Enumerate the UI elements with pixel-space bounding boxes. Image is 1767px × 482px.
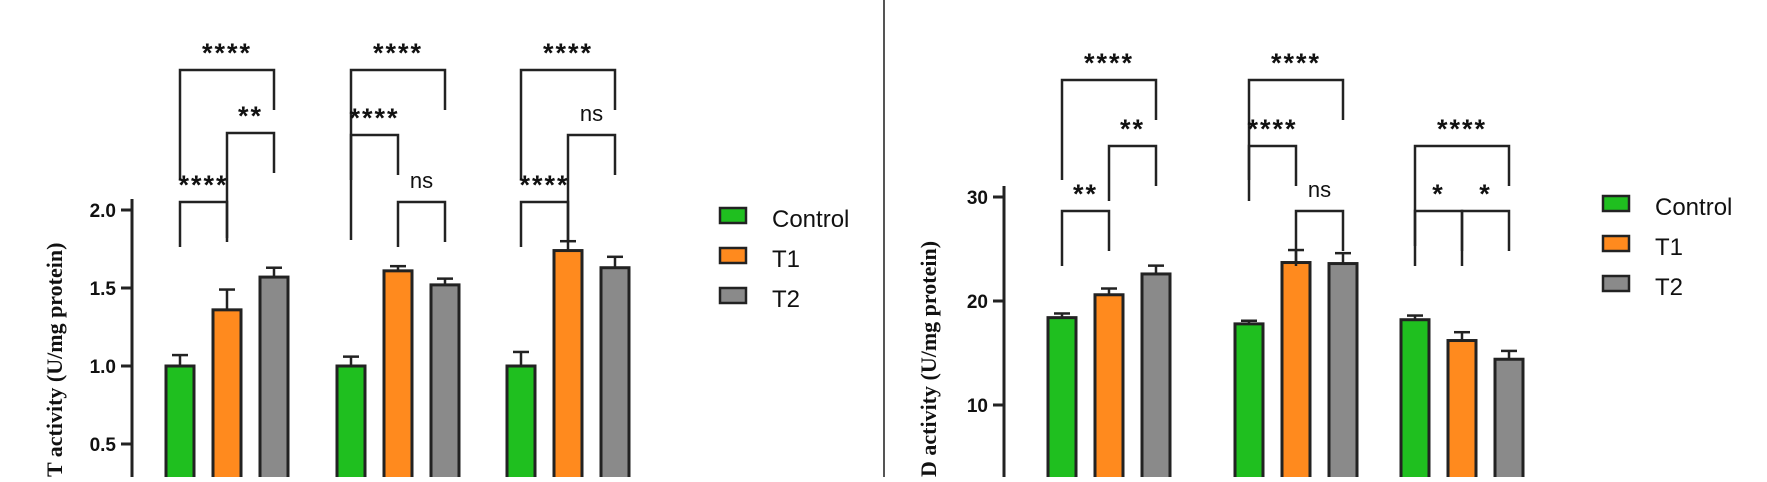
significance-bracket (1060, 209, 1111, 266)
significance-label: ns (580, 101, 603, 126)
y-tick-label: 30 (967, 188, 988, 209)
significance-bracket (519, 68, 617, 180)
bars (1046, 248, 1525, 482)
bar (382, 269, 414, 482)
y-tick-labels: 0.5 1.0 1.5 2.0 (90, 201, 117, 456)
y-axis-label: T activity (U/mg protein) (42, 243, 67, 477)
legend-swatch (718, 286, 748, 305)
legend-swatch (718, 206, 748, 225)
significance-label: **** (178, 170, 228, 200)
bar (1233, 322, 1265, 482)
y-tick-label: 1.0 (90, 357, 116, 378)
bar (1446, 339, 1478, 482)
legend-swatch (1601, 274, 1631, 293)
significance-label: **** (543, 38, 593, 68)
significance-bracket (1413, 209, 1464, 266)
significance-bracket (519, 200, 570, 247)
y-axis (993, 186, 1006, 477)
y-axis-label: D activity (U/mg protein) (916, 241, 941, 477)
bar (1280, 261, 1312, 482)
bar (1046, 316, 1078, 482)
significance-label: ns (1308, 177, 1331, 202)
significance-bracket (566, 133, 617, 240)
significance-label: ** (238, 101, 263, 131)
legend-label: Control (772, 206, 849, 233)
bar (1399, 318, 1431, 482)
y-tick-label: 0.5 (90, 435, 117, 456)
significance-label: ** (1073, 179, 1098, 209)
significance-label: **** (202, 38, 252, 68)
bar (335, 364, 367, 482)
bar (505, 364, 537, 482)
bars (164, 239, 631, 482)
y-tick-labels: 10 20 30 (967, 188, 988, 417)
significance-label: **** (519, 170, 569, 200)
y-tick-label: 2.0 (90, 201, 116, 222)
chart-left: T activity (U/mg protein) 0.5 1.0 1.5 2.0 *… (42, 38, 849, 482)
significance-bracket (1247, 144, 1298, 201)
y-axis (121, 199, 134, 477)
significance-label: ns (410, 168, 433, 193)
legend-swatch (1601, 194, 1631, 213)
legend-label: T2 (1655, 274, 1683, 301)
significance-label: **** (1247, 114, 1297, 144)
significance-label: **** (1271, 48, 1321, 78)
significance-label: * (1479, 179, 1492, 209)
significance-bracket (1247, 78, 1345, 180)
significance-brackets: ****************ns***** * (1060, 48, 1511, 266)
bar (1327, 262, 1359, 482)
significance-bracket (396, 200, 447, 247)
significance-bracket (349, 68, 447, 180)
significance-bracket (225, 131, 276, 238)
y-tick-label: 20 (967, 292, 988, 313)
y-tick-label: 10 (967, 396, 988, 417)
significance-bracket (1060, 78, 1158, 180)
significance-bracket (1413, 144, 1511, 246)
bar (599, 266, 631, 482)
significance-bracket (349, 133, 400, 240)
significance-label: * (1432, 179, 1445, 209)
y-tick-label: 1.5 (90, 279, 117, 300)
significance-label: **** (349, 103, 399, 133)
bar (552, 249, 584, 482)
significance-label: **** (373, 38, 423, 68)
significance-bracket (1107, 144, 1158, 201)
legend-swatch (718, 246, 748, 265)
legend-label: T1 (1655, 234, 1683, 261)
legend: Control T1 T2 (718, 206, 849, 313)
significance-bracket (178, 200, 229, 247)
legend: Control T1 T2 (1601, 194, 1732, 301)
bar (1140, 272, 1172, 482)
bar (211, 308, 243, 482)
legend-label: Control (1655, 194, 1732, 221)
significance-bracket (1460, 209, 1511, 266)
significance-bracket (1294, 209, 1345, 266)
legend-label: T2 (772, 286, 800, 313)
bar (1093, 293, 1125, 482)
significance-label: **** (1084, 48, 1134, 78)
significance-bracket (178, 68, 276, 180)
significance-label: **** (1437, 114, 1487, 144)
legend-label: T1 (772, 246, 800, 273)
bar (1493, 357, 1525, 482)
bar (258, 275, 290, 482)
bar (429, 283, 461, 482)
bar (164, 364, 196, 482)
significance-label: ** (1120, 114, 1145, 144)
legend-swatch (1601, 234, 1631, 253)
significance-brackets: ******************ns****ns**** (178, 38, 617, 247)
